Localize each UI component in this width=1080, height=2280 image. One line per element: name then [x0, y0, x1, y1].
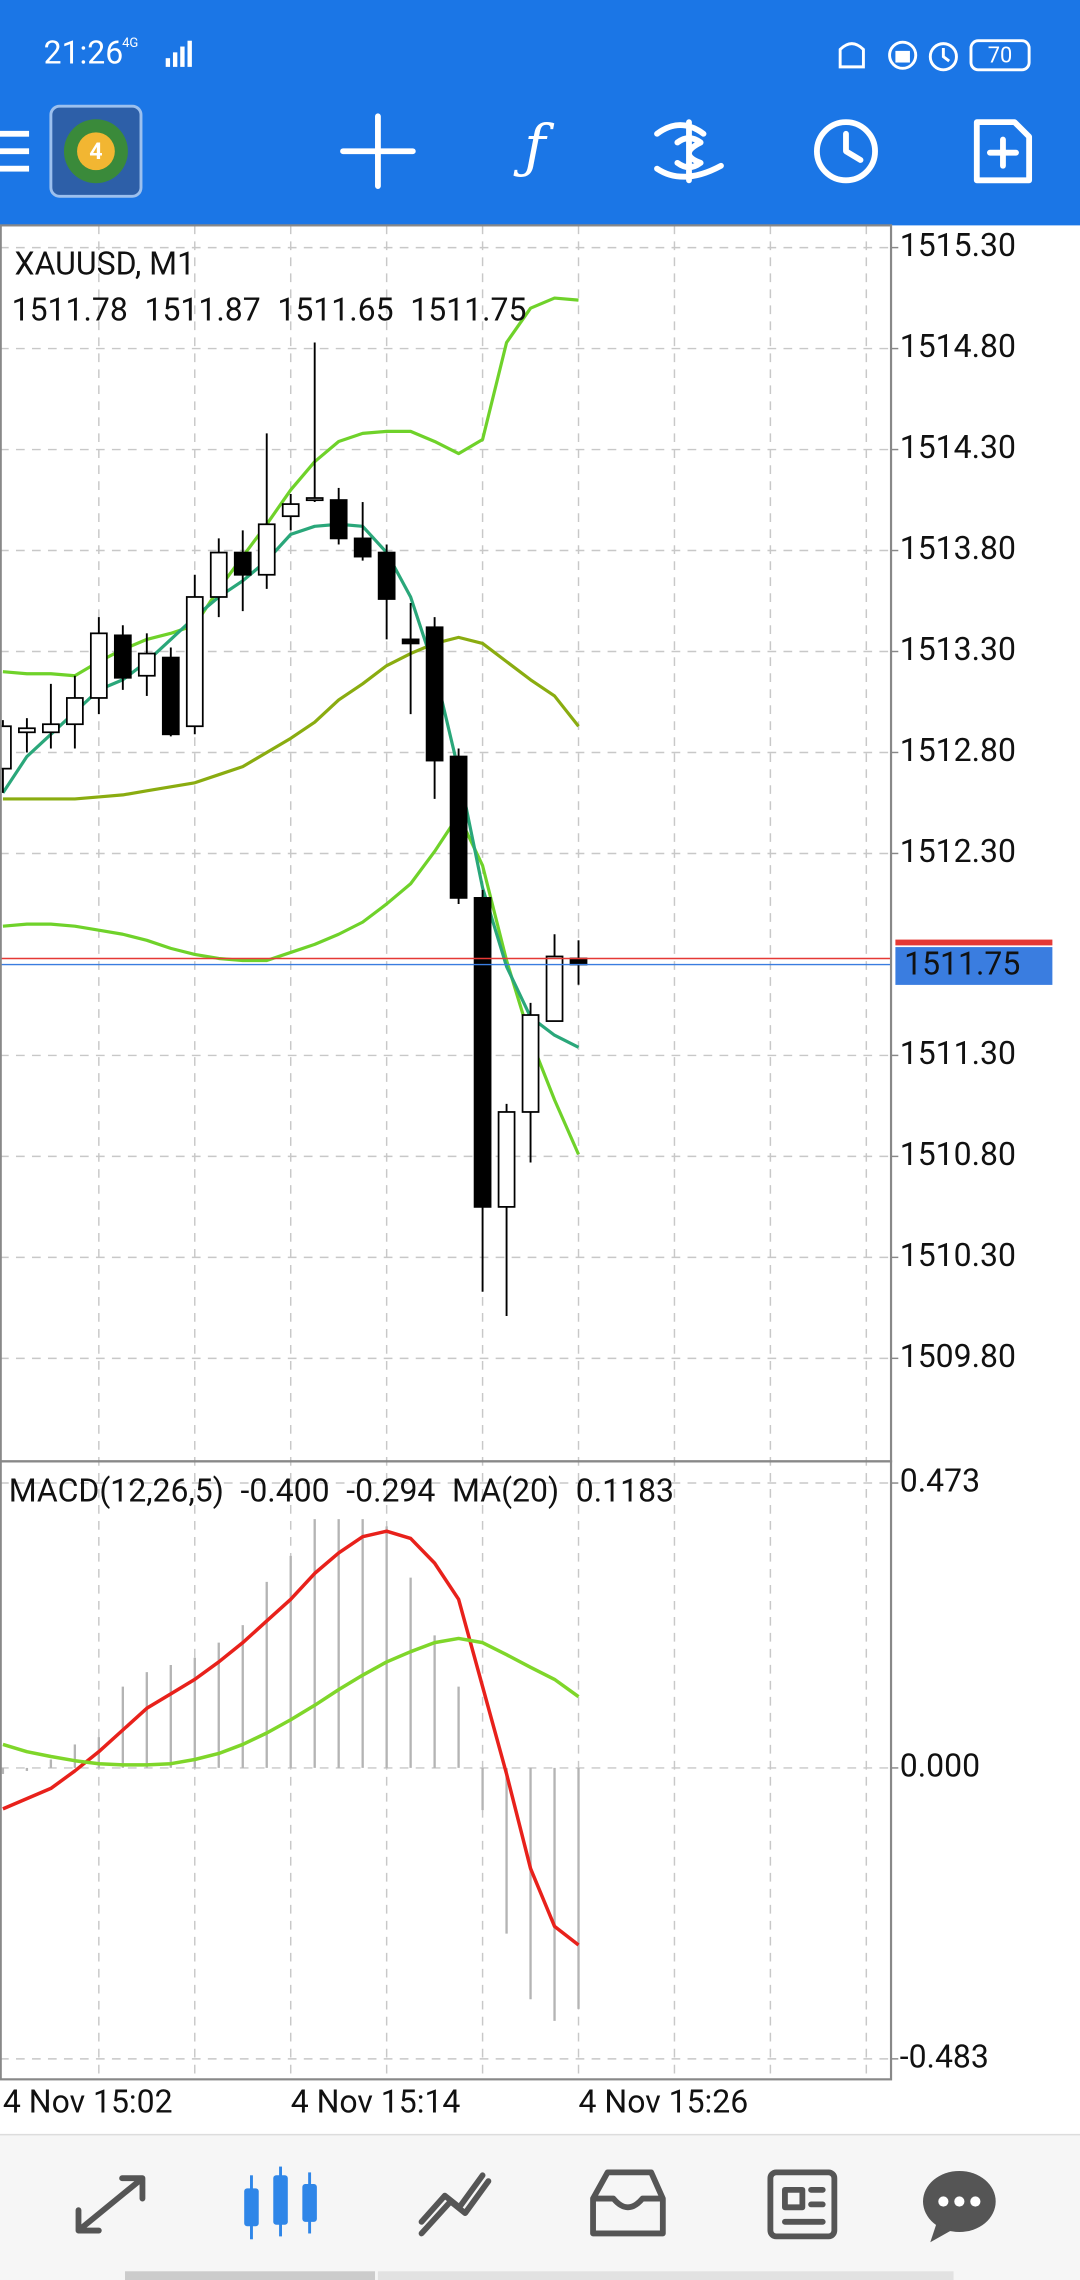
bottom-nav [0, 2134, 1080, 2280]
candle-body [233, 551, 252, 576]
price-chart [0, 296, 892, 1316]
candle-body [545, 955, 564, 1022]
nav-news[interactable] [767, 2169, 838, 2240]
ask-marker [895, 939, 1053, 946]
candle-body [137, 652, 156, 677]
ma-value: 0.1183 [576, 1472, 674, 1510]
macd-value: -0.400 [240, 1472, 329, 1510]
app-bar [0, 0, 1080, 226]
indicator-line [2, 813, 580, 1156]
scroll-track [377, 2271, 954, 2280]
nav-chart[interactable] [244, 2166, 317, 2240]
symbol-title: XAUUSD, M1 [15, 245, 196, 283]
candle-body [113, 634, 132, 679]
new-order-button[interactable] [973, 119, 1033, 184]
candle-body [161, 656, 180, 736]
candle-body [473, 897, 492, 1208]
y-tick-label: 1513.80 [900, 529, 1016, 567]
logo-label: 4 [89, 137, 102, 165]
nav-quotes[interactable] [75, 2175, 146, 2234]
x-tick-label: 4 Nov 15:26 [579, 2083, 749, 2121]
y-tick-label: 1514.30 [900, 428, 1016, 466]
grid [0, 225, 892, 2080]
macd-chart [1, 1519, 580, 2021]
macd-line [2, 1529, 580, 1947]
bid-label-bg [895, 947, 1053, 985]
y-tick-label: 1512.80 [900, 731, 1016, 769]
macd-readout: MACD(12,26,5) -0.400 -0.294 MA(20) 0.118… [9, 1472, 674, 1510]
candle-body [18, 727, 36, 734]
candle-body [353, 537, 372, 558]
macd-line [2, 1636, 580, 1767]
macd-name: MACD(12,26,5) [9, 1472, 224, 1510]
battery-level: 70 [988, 43, 1013, 68]
signal-value: -0.294 [346, 1472, 435, 1510]
crosshair-button[interactable] [340, 113, 416, 190]
open-readout: 1511.78 [12, 291, 128, 329]
signal-icon [165, 40, 192, 67]
objects-button[interactable] [654, 119, 724, 184]
y-tick-label: 1515.30 [900, 226, 1016, 264]
candle-body [569, 957, 588, 966]
candle-body [257, 523, 276, 576]
candle-body [42, 723, 60, 734]
candle-body [65, 697, 84, 726]
status-icons [838, 39, 1031, 72]
status-time: 21:26 [44, 34, 124, 72]
network-type: 4G [122, 36, 138, 51]
y-tick-label: 1510.30 [900, 1236, 1016, 1274]
y-tick-label: 1511.30 [900, 1034, 1016, 1072]
y-tick-label: 1513.30 [900, 630, 1016, 668]
y-tick-label: -0.483 [900, 2037, 989, 2075]
price-panel-border [0, 224, 893, 1463]
candle-body [497, 1111, 516, 1208]
y-tick-label: 1509.80 [900, 1337, 1016, 1375]
candle-body [521, 1014, 540, 1113]
ohlc-readout: 1511.78 1511.87 1511.65 1511.75 [12, 291, 527, 329]
scroll-indicator [125, 2271, 376, 2280]
high-readout: 1511.87 [144, 291, 260, 329]
app-logo[interactable]: 4 [49, 104, 143, 198]
y-tick-label: 1514.80 [900, 327, 1016, 365]
candle-body [449, 755, 468, 899]
candle-body [0, 725, 12, 770]
y-tick-label: 1510.80 [900, 1135, 1016, 1173]
nav-history[interactable] [590, 2169, 666, 2237]
candle-body [329, 499, 348, 540]
x-tick-label: 4 Nov 15:14 [291, 2083, 461, 2121]
candle-body [89, 632, 108, 699]
y-tick-label: 1512.30 [900, 832, 1016, 870]
nav-trade[interactable] [418, 2172, 492, 2237]
candle-body [209, 551, 228, 598]
labels: 1515.30 1514.80 1514.30 1513.80 1513.30 1512.… [3, 226, 1053, 2121]
bid-label: 1511.75 [904, 944, 1020, 982]
y-tick-label: 0.000 [900, 1746, 980, 1784]
menu-button[interactable] [0, 130, 30, 172]
ma-name: MA(20) [452, 1472, 559, 1510]
indicator-line [2, 635, 580, 801]
nav-chat[interactable] [923, 2170, 996, 2243]
timeframe-button[interactable] [813, 119, 878, 184]
candle-body [185, 596, 204, 728]
candle-body [425, 626, 444, 762]
candle-body [401, 638, 420, 645]
candle-body [377, 551, 396, 600]
candle-body [281, 503, 300, 518]
macd-panel-border [0, 1460, 893, 2081]
low-readout: 1511.65 [277, 291, 393, 329]
x-tick-label: 4 Nov 15:02 [3, 2083, 173, 2121]
candle-body [305, 497, 324, 502]
y-tick-label: 0.473 [900, 1461, 980, 1499]
close-readout: 1511.75 [410, 291, 526, 329]
